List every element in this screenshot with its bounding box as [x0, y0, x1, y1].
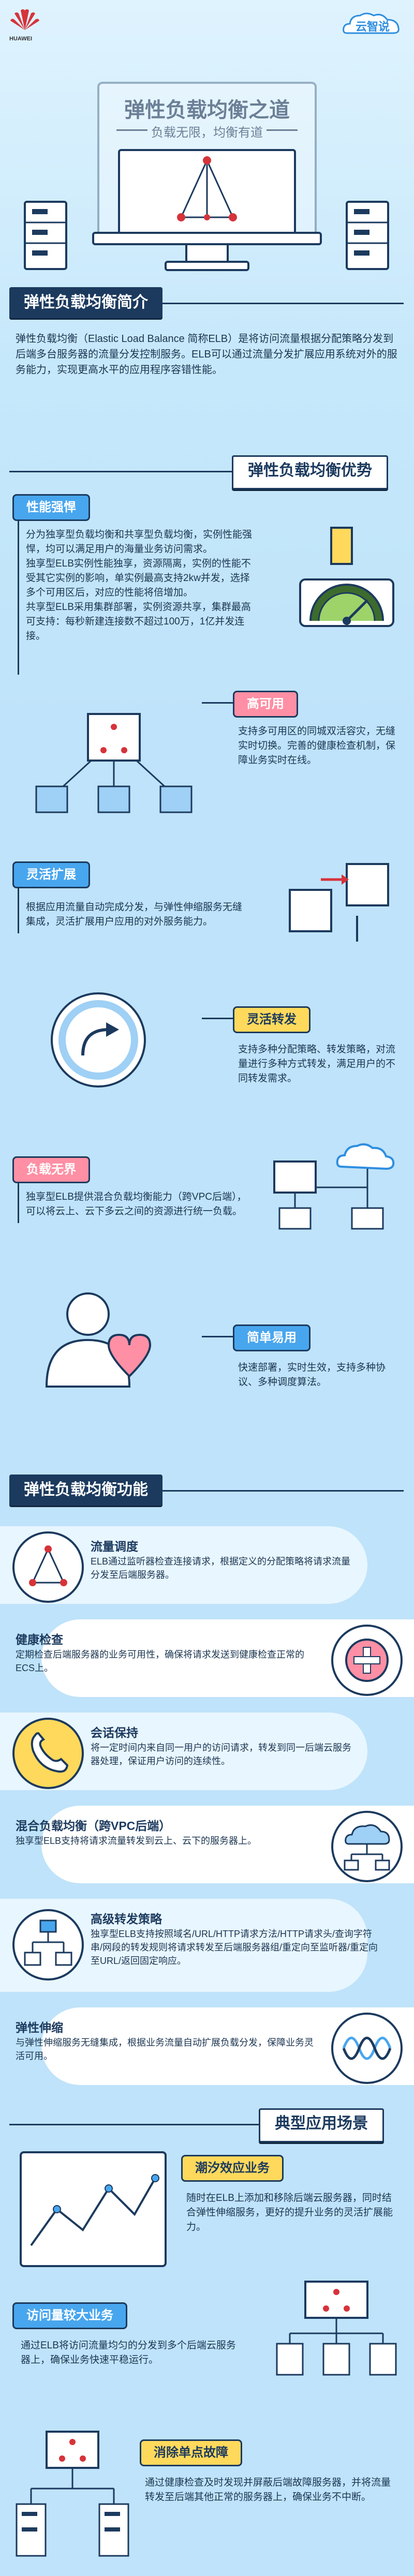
load-distribution-icon: [276, 2281, 397, 2376]
function-icon-circle: [12, 1909, 84, 1981]
huawei-logo: HUAWEI: [9, 7, 46, 43]
failover-icon: [16, 2431, 129, 2557]
advantage-connector: [202, 1336, 233, 1337]
advantage-label-scalability: 灵活扩展: [12, 861, 90, 888]
scenario-text-no-spof: 通过健康检查及时发现并屏蔽后端故障服务器，并将流量转发至后端其他正常的服务器上，…: [145, 2477, 391, 2503]
advantage-connector: [18, 887, 19, 933]
function-title-health: 健康检查: [16, 1633, 63, 1646]
scenario-label-no-spof: 消除单点故障: [140, 2439, 242, 2466]
scenario-label-high-traffic: 访问量较大业务: [12, 2302, 127, 2329]
function-text-hybrid: 独享型ELB支持将请求流量转发到云上、云下的服务器上。: [16, 1836, 257, 1846]
redirect-arrow-icon: [51, 992, 146, 1088]
functions-title-rule: [155, 1490, 404, 1492]
line-trend-icon: [20, 2151, 167, 2267]
scenario-label-tidal: 潮汐效应业务: [181, 2155, 284, 2182]
scenario-text-tidal: 随时在ELB上添加和移除后端云服务器，同时结合弹性伸缩服务，更好的提升业务的灵活…: [186, 2193, 393, 2232]
function-text-traffic: ELB通过监听器检查连接请求，根据定义的分配策略将请求流量分发至后端服务器。: [91, 1556, 351, 1580]
user-heart-icon: [45, 1292, 152, 1388]
hero-server-right: [342, 197, 393, 274]
server-icon: [346, 201, 389, 270]
advantage-connector: [18, 519, 19, 675]
hybrid-cloud-illustration: [264, 1130, 404, 1234]
function-text-health: 定期检查后端服务器的业务可用性，确保将请求发送到健康检查正常的ECS上。: [16, 1649, 304, 1673]
advantage-label-performance: 性能强悍: [12, 494, 90, 521]
hero-title: 弹性负载均衡之道: [124, 99, 290, 122]
advantage-text-easy: 快速部署，实时生效，支持多种协议、多种调度算法。: [238, 1362, 386, 1388]
scalability-illustration: [285, 848, 398, 952]
hybrid-cloud-icon: [273, 1143, 395, 1230]
advantage-connector: [202, 1018, 233, 1019]
function-icon-circle: [331, 1811, 403, 1882]
gauge-icon: [299, 527, 394, 627]
high-traffic-illustration: [269, 2276, 404, 2380]
advantages-title-rule: [9, 471, 232, 472]
intro-title-rule: [155, 303, 404, 304]
functions-section-title: 弹性负载均衡功能: [9, 1475, 162, 1506]
hero-subtitle-rule-right: [267, 129, 298, 131]
advantages-section-title: 弹性负载均衡优势: [232, 455, 388, 489]
scenarios-title-rule: [9, 2124, 259, 2125]
advantage-connector: [18, 1182, 19, 1223]
function-icon-circle: [331, 2013, 403, 2084]
cloud-tag-icon: [343, 12, 400, 34]
function-title-hybrid: 混合负载均衡（跨VPC后端）: [16, 1819, 171, 1833]
scenarios-section-title: 典型应用场景: [259, 2108, 384, 2142]
function-title-traffic: 流量调度: [91, 1540, 138, 1553]
traffic-schedule-icon: [29, 1545, 67, 1586]
hero-subtitle: 负载无限，均衡有道: [129, 122, 285, 140]
health-check-icon: [345, 1639, 389, 1682]
advantage-text-availability: 支持多可用区的同城双活容灾，无缝实时切换。完善的健康检查机制，保障业务实时在线。: [238, 726, 396, 766]
advantage-text-forwarding: 支持多种分配策略、转发策略，对流量进行多种方式转发，满足用户的不同转发需求。: [238, 1044, 396, 1084]
huawei-logo-icon: [10, 9, 39, 30]
hero-subtitle-text: 负载无限，均衡有道: [151, 126, 263, 140]
elastic-wave-icon: [342, 2036, 392, 2060]
cloud-tag-text: 云智说: [355, 20, 390, 33]
gauge-illustration: [290, 523, 404, 636]
function-title-autoscale: 弹性伸缩: [16, 2021, 63, 2034]
no-spof-illustration: [10, 2426, 135, 2566]
hero-subtitle-rule-left: [116, 129, 147, 131]
advantage-text-unbounded: 独享型ELB提供混合负载均衡能力（跨VPC后端），可以将云上、云下多云之间的资源…: [26, 1192, 247, 1217]
function-text-autoscale: 与弹性伸缩服务无缝集成，根据业务流量自动扩展负载分发，保障业务灵活可用。: [16, 2037, 314, 2061]
forwarding-illustration: [31, 983, 166, 1097]
function-icon-circle: [12, 1531, 84, 1603]
function-title-session: 会话保持: [91, 1726, 138, 1739]
advantage-connector: [202, 702, 233, 704]
advantage-label-unbounded: 负载无界: [12, 1156, 90, 1183]
huawei-logo-text: HUAWEI: [9, 36, 32, 42]
advantage-label-availability: 高可用: [233, 691, 298, 718]
advantage-text-performance: 分为独享型负载均衡和共享型负载均衡，实例性能强悍，均可以满足用户的海量业务访问需…: [26, 529, 253, 642]
hybrid-network-icon: [344, 1824, 390, 1871]
server-icon: [24, 201, 67, 270]
cloud-tag: 云智说: [342, 9, 404, 38]
advantage-text-scalability: 根据应用流量自动完成分发，与弹性伸缩服务无缝集成，灵活扩展用户应用的对外服务能力…: [26, 902, 243, 927]
function-title-advanced-routing: 高级转发策略: [91, 1912, 162, 1926]
routing-policy-icon: [24, 1919, 72, 1966]
expand-arrows-icon: [289, 863, 389, 942]
hero-server-left: [20, 197, 71, 274]
advantage-label-easy: 简单易用: [233, 1324, 310, 1351]
intro-section-title: 弹性负载均衡简介: [9, 287, 162, 318]
function-text-advanced-routing: 独享型ELB支持按照域名/URL/HTTP请求方法/HTTP请求头/查询字符串/…: [91, 1929, 378, 1966]
hero-monitor-illustration: [62, 78, 352, 295]
network-topology-icon: [35, 713, 193, 813]
function-icon-circle: [331, 1625, 403, 1696]
easy-use-illustration: [31, 1283, 166, 1397]
monitor-icon: [92, 82, 322, 271]
tidal-chart-illustration: [16, 2147, 171, 2271]
phone-icon: [31, 1732, 69, 1773]
scenario-text-high-traffic: 通过ELB将访问流量均匀的分发到多个后端云服务器上，确保业务快速平稳运行。: [21, 2340, 236, 2365]
function-text-session: 将一定时间内来自同一用户的访问请求，转发到同一后端云服务器处理，保证用户访问的连…: [91, 1743, 351, 1766]
function-icon-circle: [12, 1718, 84, 1789]
availability-illustration: [21, 704, 207, 823]
intro-text: 弹性负载均衡（Elastic Load Balance 简称ELB）是将访问流量…: [16, 333, 397, 376]
advantage-label-forwarding: 灵活转发: [233, 1006, 310, 1033]
